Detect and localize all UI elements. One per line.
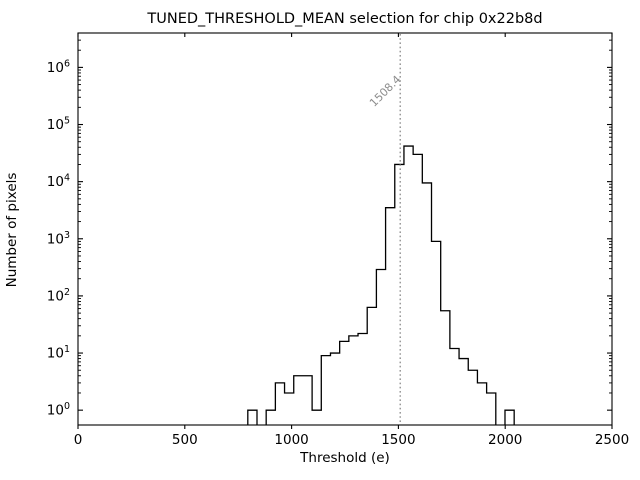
y-tick-label: 104 (47, 173, 70, 191)
y-tick-label: 106 (47, 58, 70, 76)
y-tick-label: 102 (47, 287, 70, 305)
x-tick-label: 1000 (274, 432, 308, 448)
x-axis-label: Threshold (e) (299, 450, 390, 466)
y-axis-label: Number of pixels (4, 173, 20, 288)
x-tick-label: 500 (172, 432, 198, 448)
x-tick-label: 2500 (595, 432, 629, 448)
x-tick-label: 0 (74, 432, 83, 448)
y-tick-label: 103 (47, 230, 70, 248)
x-tick-label: 2000 (488, 432, 522, 448)
histogram-outline (247, 145, 515, 425)
y-tick-label: 101 (47, 344, 70, 362)
axes-frame (77, 32, 613, 426)
threshold-mean-label: 1508.4 (367, 73, 403, 109)
y-axis-ticks: 100 101 102 103 104 105 106 (47, 32, 612, 419)
x-tick-label: 1500 (381, 432, 415, 448)
x-axis-ticks: 0 500 1000 1500 2000 2500 (74, 33, 629, 448)
histogram-steps (247, 145, 515, 425)
y-tick-label: 105 (47, 116, 70, 134)
chart-title: TUNED_THRESHOLD_MEAN selection for chip … (146, 11, 542, 27)
chart-title-group: TUNED_THRESHOLD_MEAN selection for chip … (146, 11, 542, 27)
y-tick-label: 100 (47, 401, 70, 419)
